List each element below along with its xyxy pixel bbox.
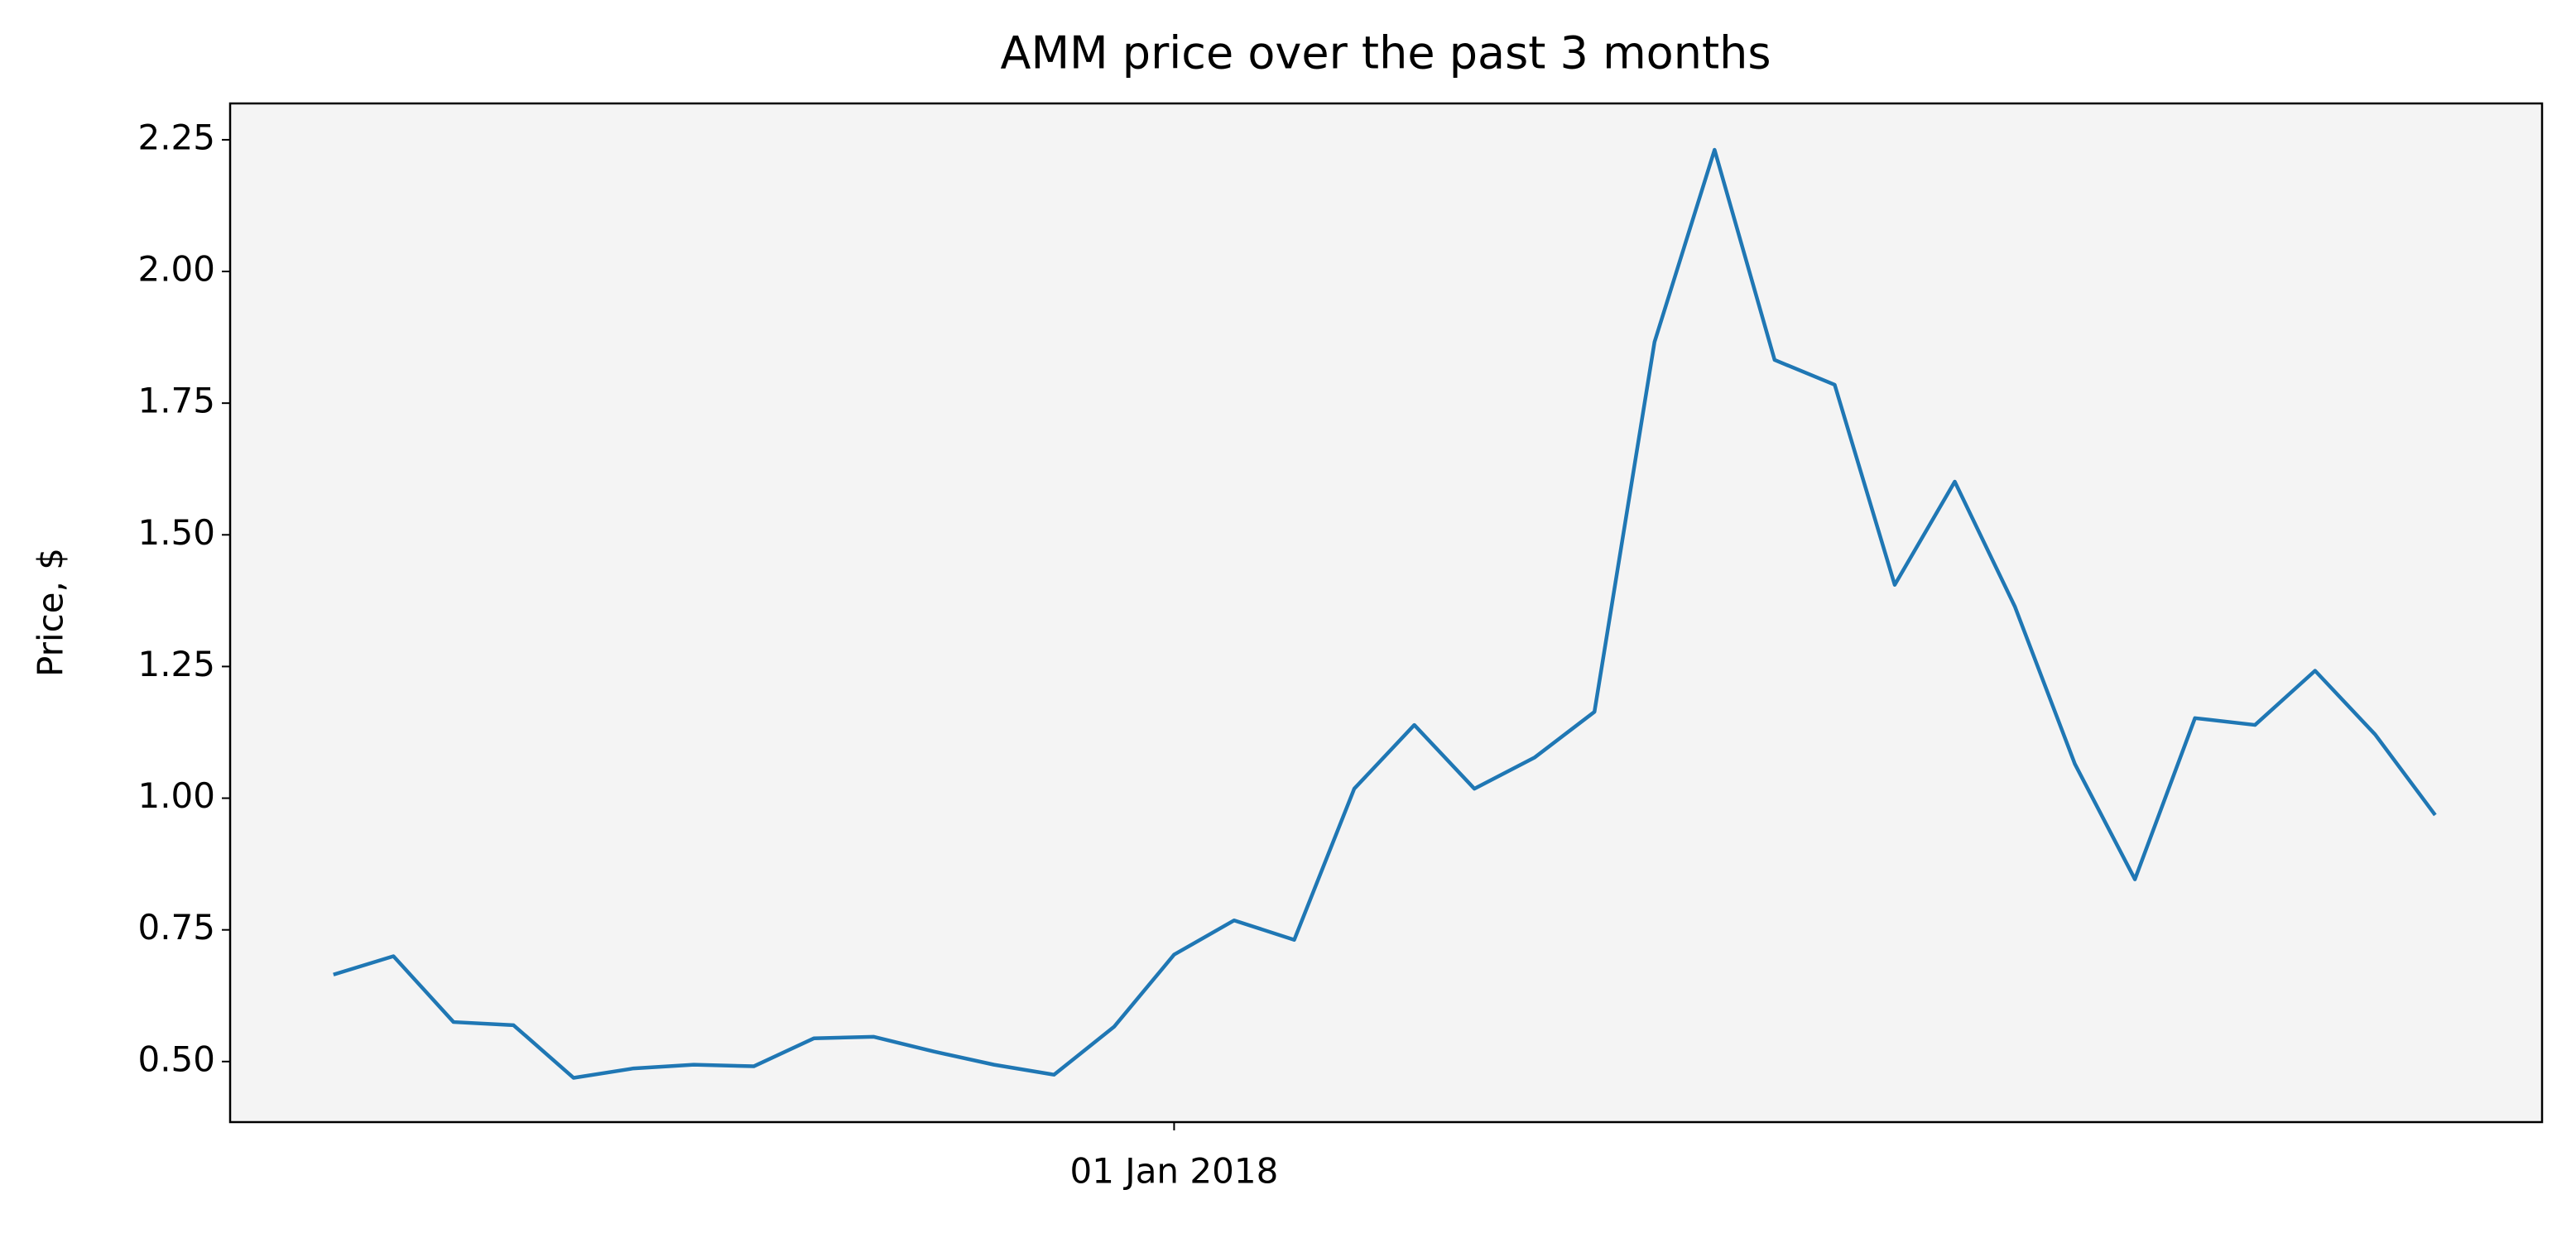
- chart-title: AMM price over the past 3 months: [1001, 27, 1771, 79]
- y-axis-label: Price, $: [31, 548, 71, 677]
- y-tick-label: 0.75: [137, 907, 215, 948]
- y-tick-label: 1.50: [137, 512, 215, 553]
- y-tick-label: 0.50: [137, 1039, 215, 1079]
- y-tick-label: 2.25: [137, 117, 215, 157]
- plot-background: [230, 103, 2542, 1122]
- y-tick-label: 2.00: [137, 249, 215, 290]
- plot-frame: [228, 102, 2544, 1124]
- y-tick-label: 1.00: [137, 775, 215, 816]
- price-line: [333, 147, 2437, 1080]
- y-tick-label: 1.75: [137, 381, 215, 421]
- x-tick-label: 01 Jan 2018: [1070, 1151, 1279, 1192]
- y-tick-label: 1.25: [137, 644, 215, 684]
